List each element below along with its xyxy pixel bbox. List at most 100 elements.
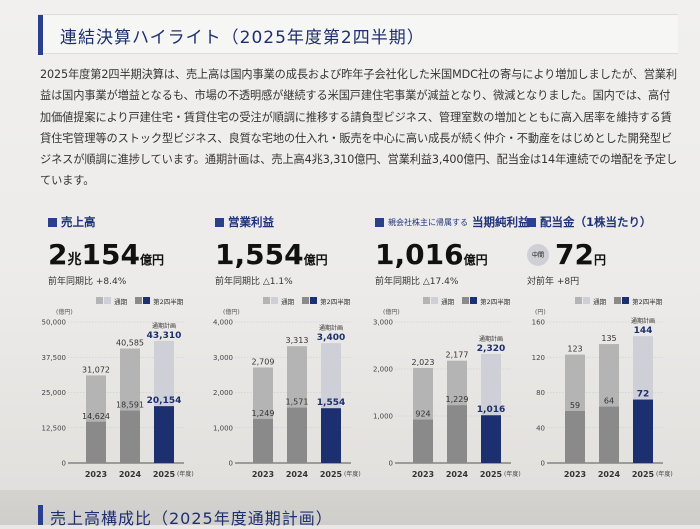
data-label-full-year: 2,709 xyxy=(252,358,275,367)
data-label-q2: 1,016 xyxy=(477,405,505,415)
data-label-q2: 1,554 xyxy=(317,398,345,408)
x-tick-label: 2023 xyxy=(85,470,107,479)
y-tick-label: 50,000 xyxy=(42,319,67,327)
y-tick-label: 1,000 xyxy=(213,424,233,432)
x-tick-label: 2023 xyxy=(252,470,274,479)
kpi-value-main: 1,016 xyxy=(375,238,464,271)
kpi-label: 売上高 xyxy=(48,214,164,230)
section-header: 連結決算ハイライト（2025年度第2四半期） xyxy=(38,14,678,55)
kpi-value-rest: 154 xyxy=(81,238,140,271)
plan-label: 通期計画 xyxy=(319,324,343,332)
bottom-section-title: 売上高構成比（2025年度通期計画） xyxy=(50,509,333,528)
y-tick-label: 120 xyxy=(532,354,545,362)
summary-paragraph: 2025年度第2四半期決算は、売上高は国内事業の成長および昨年子会社化した米国M… xyxy=(40,68,678,188)
y-tick-label: 4,000 xyxy=(213,319,233,327)
legend-q2: 第2四半期 xyxy=(302,296,350,306)
legend-full-year: 通期 xyxy=(263,296,294,306)
data-label-full-year: 2,023 xyxy=(412,358,435,367)
y-tick-label: 160 xyxy=(532,319,545,327)
x-unit-label: (年度) xyxy=(656,470,673,478)
kpi-change: 前年同期比 △1.1% xyxy=(215,277,293,287)
data-label-q2: 924 xyxy=(415,410,430,419)
kpi-label: 親会社株主に帰属する 当期純利益 xyxy=(375,214,530,230)
kpi-unit: 億円 xyxy=(463,253,488,267)
x-tick-label: 2025 xyxy=(320,470,343,479)
y-tick-label: 2,000 xyxy=(373,366,393,374)
data-label-full-year: 43,310 xyxy=(147,331,182,341)
kpi-unit: 億円 xyxy=(303,253,328,267)
kpi-unit: 円 xyxy=(593,253,606,267)
y-tick-label: 0 xyxy=(541,460,545,468)
x-unit-label: (年度) xyxy=(504,470,521,478)
kpi-change: 対前年 +8円 xyxy=(527,277,580,287)
data-label-full-year: 40,585 xyxy=(116,339,144,348)
chart-legend: 通期 第2四半期 xyxy=(575,296,662,306)
data-label-full-year: 144 xyxy=(634,326,653,336)
bar-q2-2024 xyxy=(599,406,619,463)
kpi-value: 1,016 億円 xyxy=(375,238,530,271)
kpi-label-text: 営業利益 xyxy=(228,215,274,229)
data-label-q2: 14,624 xyxy=(82,412,110,421)
bar-chart-dividend: (円) 0 40 80 120 160 123 59 2023 135 64 2024 144 72 通期計… xyxy=(532,309,673,479)
kpi-change: 前年同期比 +8.4% xyxy=(48,277,127,287)
y-tick-label: 0 xyxy=(62,460,66,468)
paper-fold xyxy=(0,490,700,525)
y-tick-label: 2,000 xyxy=(213,389,233,397)
data-label-q2: 72 xyxy=(637,390,650,400)
bar-q2-2025 xyxy=(321,408,341,463)
y-tick-label: 3,000 xyxy=(373,319,393,327)
kpi-change: 前年同期比 △17.4% xyxy=(375,277,459,287)
y-tick-label: 3,000 xyxy=(213,354,233,362)
bar-q2-2023 xyxy=(253,418,273,463)
data-label-q2: 59 xyxy=(570,401,580,410)
y-tick-label: 37,500 xyxy=(42,354,67,362)
kpi-value: 2 兆 154 億円 xyxy=(48,238,164,271)
plan-label: 通期計画 xyxy=(479,335,503,343)
square-bullet-icon xyxy=(215,217,224,227)
kpi-label-text: 当期純利益 xyxy=(472,215,530,229)
y-tick-label: 80 xyxy=(536,389,545,397)
x-tick-label: 2023 xyxy=(564,470,586,479)
bar-q2-2023 xyxy=(565,411,585,463)
kpi-label-text: 売上高 xyxy=(61,215,96,229)
legend-q2: 第2四半期 xyxy=(614,296,662,306)
interim-badge: 中間 xyxy=(527,243,549,266)
kpi-label-text: 配当金（1株当たり） xyxy=(540,215,652,229)
kpi-value: 1,554 億円 xyxy=(215,238,328,271)
legend-full-year: 通期 xyxy=(423,296,454,306)
kpi-label: 営業利益 xyxy=(215,214,328,230)
section-title: 連結決算ハイライト（2025年度第2四半期） xyxy=(60,28,425,48)
y-tick-label: 1,000 xyxy=(373,413,393,421)
data-label-full-year: 2,320 xyxy=(477,344,505,354)
bar-q2-2023 xyxy=(86,421,106,463)
kpi-net-income: 親会社株主に帰属する 当期純利益 1,016 億円 前年同期比 △17.4% xyxy=(375,214,530,287)
data-label-full-year: 135 xyxy=(601,334,616,343)
data-label-q2: 64 xyxy=(604,397,614,406)
plan-label: 通期計画 xyxy=(631,317,655,325)
kpi-value-main: 72 xyxy=(555,238,594,271)
data-label-full-year: 31,072 xyxy=(82,365,110,374)
data-label-full-year: 123 xyxy=(567,345,582,354)
data-label-q2: 1,249 xyxy=(252,409,275,418)
kpi-label: 配当金（1株当たり） xyxy=(527,214,652,230)
bar-chart-sales: (億円) 0 12,500 25,000 37,500 50,000 31,072 14,62… xyxy=(42,308,194,479)
kpi-unit: 億円 xyxy=(139,253,164,267)
x-tick-label: 2025 xyxy=(153,470,176,479)
square-bullet-icon xyxy=(375,217,384,227)
x-tick-label: 2023 xyxy=(412,470,434,479)
chart-legend: 通期 第2四半期 xyxy=(96,296,183,306)
bar-q2-2025 xyxy=(633,399,653,463)
bottom-header-accent-bar xyxy=(38,505,43,525)
chart-legend: 通期 第2四半期 xyxy=(423,296,510,306)
data-label-q2: 20,154 xyxy=(147,396,182,406)
kpi-value-mid-unit: 兆 xyxy=(67,252,82,268)
y-tick-label: 12,500 xyxy=(42,424,67,432)
y-tick-label: 25,000 xyxy=(42,389,67,397)
bar-chart-net-income: (億円) 0 1,000 2,000 3,000 2,023 924 2023 2,177 1,2… xyxy=(373,308,521,479)
kpi-label-prefix: 親会社株主に帰属する xyxy=(388,217,468,227)
kpi-operating-income: 営業利益 1,554 億円前年同期比 △1.1% xyxy=(215,214,328,287)
x-tick-label: 2024 xyxy=(446,470,469,479)
legend-full-year: 通期 xyxy=(575,296,606,306)
bar-q2-2024 xyxy=(287,407,307,463)
x-unit-label: (年度) xyxy=(344,470,361,478)
